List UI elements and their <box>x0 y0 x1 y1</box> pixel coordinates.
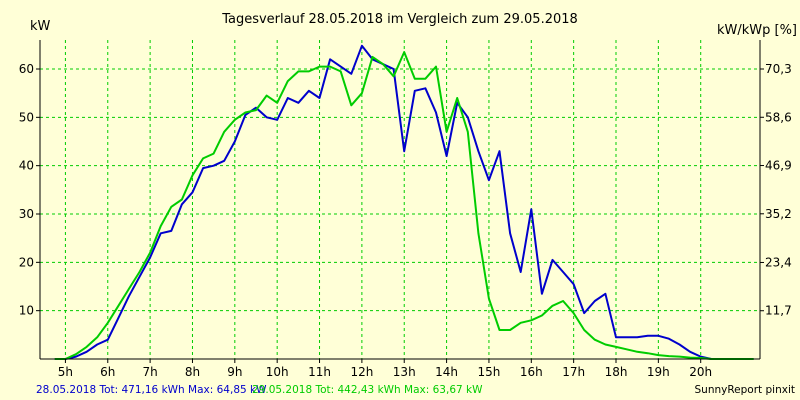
y-tick-label-right: 58,6 <box>765 110 792 124</box>
chart-title: Tagesverlauf 28.05.2018 im Vergleich zum… <box>221 12 578 27</box>
x-tick-label: 5h <box>58 365 73 379</box>
y-tick-label-left: 30 <box>19 207 34 221</box>
series-layer <box>54 44 754 360</box>
y-tick-label-right: 46,9 <box>765 159 792 173</box>
x-tick-label: 9h <box>227 365 242 379</box>
y-tick-label-right: 70,3 <box>765 62 792 76</box>
y-tick-label-right: 35,2 <box>765 207 792 221</box>
x-tick-label: 7h <box>142 365 157 379</box>
y-axis-label-left: kW <box>30 19 51 34</box>
legend-entry-1: 28.05.2018 Tot: 471,16 kWh Max: 64,85 kW <box>36 384 267 396</box>
x-tick-label: 19h <box>647 365 670 379</box>
x-tick-label: 10h <box>266 365 289 379</box>
y-tick-label-left: 40 <box>19 159 34 173</box>
legend-entry-2: 29.05.2018 Tot: 442,43 kWh Max: 63,67 kW <box>252 384 483 396</box>
x-tick-label: 17h <box>562 365 585 379</box>
x-tick-label: 14h <box>435 365 458 379</box>
x-tick-label: 16h <box>520 365 543 379</box>
credit-text: SunnyReport pinxit <box>695 384 795 396</box>
tick-labels: 5h 6h 7h 8h 9h 10h 11h 12h 13h 14h 15h 16h 17h 18h 19h… <box>19 62 792 379</box>
x-tick-label: 15h <box>478 365 501 379</box>
series-line-2 <box>54 51 754 360</box>
series-line-1 <box>54 44 754 360</box>
y-tick-label-left: 20 <box>19 255 34 269</box>
x-tick-label: 18h <box>605 365 628 379</box>
axes <box>39 40 761 360</box>
x-tick-label: 8h <box>185 365 200 379</box>
x-tick-label: 20h <box>689 365 712 379</box>
x-tick-label: 11h <box>308 365 331 379</box>
y-axis-label-right: kW/kWp [%] <box>717 23 797 38</box>
x-tick-label: 6h <box>100 365 115 379</box>
grid <box>40 40 760 359</box>
y-tick-label-left: 10 <box>19 304 34 318</box>
x-tick-label: 13h <box>393 365 416 379</box>
y-tick-label-right: 23,4 <box>765 255 792 269</box>
y-tick-label-left: 50 <box>19 110 34 124</box>
y-tick-label-right: 11,7 <box>765 304 792 318</box>
x-tick-label: 12h <box>350 365 373 379</box>
y-tick-label-left: 60 <box>19 62 34 76</box>
